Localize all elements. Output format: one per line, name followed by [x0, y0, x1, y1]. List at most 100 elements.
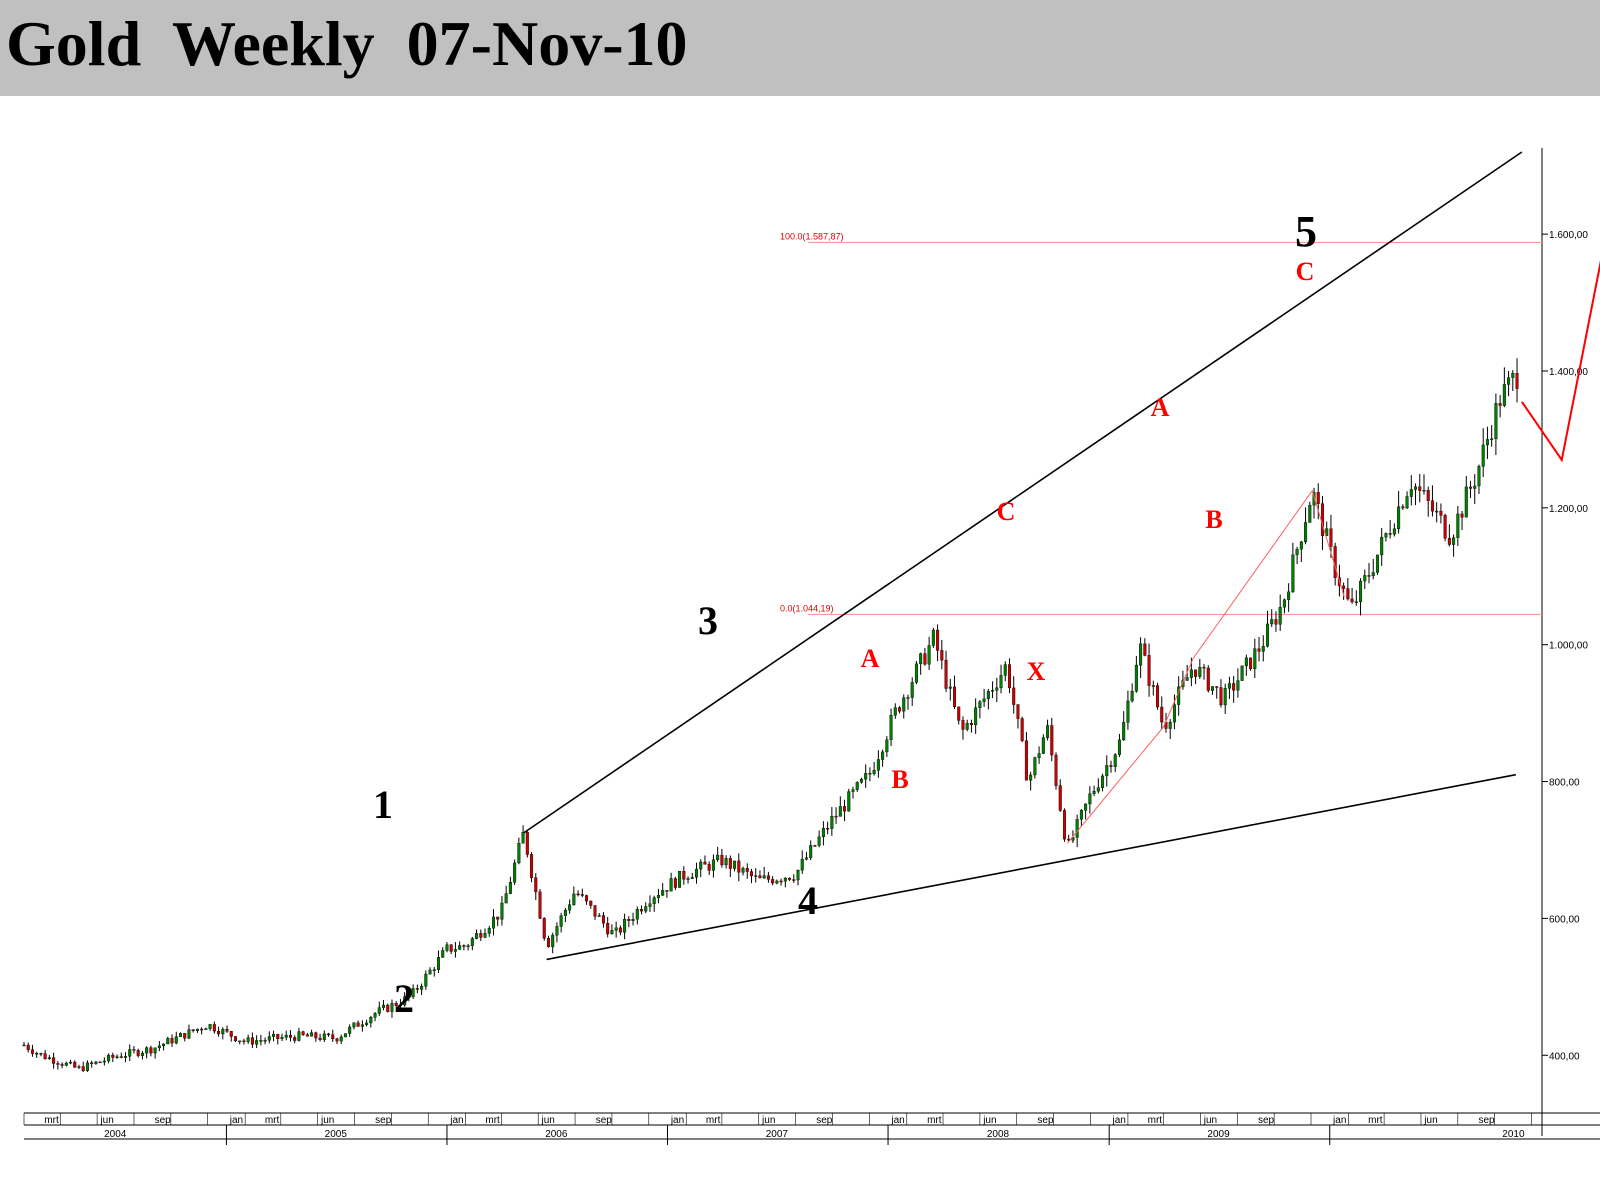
- candle-body: [255, 1040, 259, 1045]
- candle-body: [661, 890, 665, 896]
- candle-body: [229, 1031, 233, 1037]
- candle-body: [555, 926, 559, 936]
- candle-body: [707, 864, 711, 871]
- candle-body: [331, 1034, 335, 1039]
- candle-body: [580, 894, 584, 896]
- candle-body: [699, 861, 703, 870]
- candle-body: [1033, 757, 1037, 776]
- candle-body: [1498, 403, 1502, 406]
- candle-body: [187, 1029, 191, 1039]
- candle-body: [906, 697, 910, 699]
- candle-body: [876, 759, 880, 771]
- candle-body: [272, 1034, 276, 1037]
- x-month-label: jan: [670, 1115, 684, 1126]
- y-tick-label: 400,00: [1549, 1051, 1580, 1062]
- candle-body: [1117, 739, 1121, 755]
- candle-body: [513, 862, 517, 883]
- candle-body: [686, 878, 690, 880]
- candle-body: [301, 1031, 305, 1035]
- x-month-label: jun: [982, 1115, 996, 1126]
- candle-body: [436, 957, 441, 970]
- candle-body: [682, 871, 686, 880]
- candle-body: [233, 1036, 237, 1042]
- candle-body: [1050, 725, 1054, 756]
- upper-trendline: [523, 151, 1523, 834]
- candle-body: [1477, 466, 1481, 487]
- candle-body: [986, 691, 990, 700]
- x-year-label: 2007: [766, 1129, 789, 1140]
- candle-body: [1308, 504, 1312, 523]
- candle-body: [1329, 528, 1333, 547]
- candle-body: [969, 723, 973, 726]
- candle-body: [441, 950, 445, 958]
- candle-body: [872, 769, 876, 774]
- x-month-label: jan: [1112, 1115, 1126, 1126]
- x-month-label: jun: [541, 1115, 555, 1126]
- candle-body: [982, 698, 986, 702]
- candle-body: [297, 1031, 301, 1041]
- candle-body: [217, 1030, 221, 1035]
- candle-body: [627, 919, 631, 921]
- candle-body: [716, 854, 720, 860]
- candle-body: [394, 1003, 398, 1006]
- x-year-label: 2008: [987, 1129, 1010, 1140]
- candle-body: [843, 806, 847, 812]
- candle-body: [703, 861, 707, 865]
- candle-body: [1046, 725, 1050, 738]
- candle-body: [204, 1028, 208, 1030]
- candle-body: [73, 1061, 77, 1068]
- candle-body: [178, 1033, 183, 1037]
- candle-body: [1469, 486, 1473, 489]
- candle-body: [669, 878, 673, 892]
- candle-body: [1456, 513, 1460, 538]
- candle-body: [521, 832, 525, 844]
- candle-body: [90, 1062, 94, 1065]
- candle-body: [407, 996, 411, 998]
- candle-body: [318, 1037, 322, 1040]
- candle-body: [1007, 664, 1012, 689]
- candle-body: [246, 1037, 250, 1042]
- x-year-label: 2010: [1502, 1129, 1525, 1140]
- candle-body: [1409, 489, 1413, 497]
- fib-levels: 100.0(1.587,87) 0.0(1.044,19): [780, 231, 1542, 616]
- candle-body: [284, 1034, 288, 1038]
- candle-body: [1062, 810, 1066, 840]
- candle-body: [119, 1056, 123, 1058]
- candle-body: [1287, 591, 1291, 600]
- x-month-label: mrt: [485, 1115, 500, 1126]
- candle-body: [47, 1057, 51, 1060]
- wave-label-3: 3: [698, 598, 718, 643]
- candle-body: [22, 1044, 26, 1047]
- candle-body: [690, 877, 694, 879]
- candle-body: [43, 1053, 47, 1060]
- candle-body: [310, 1032, 314, 1037]
- candle-body: [500, 902, 504, 920]
- candle-body: [1435, 510, 1439, 513]
- candle-body: [1037, 753, 1041, 758]
- candle-body: [432, 969, 436, 971]
- candle-body: [1282, 599, 1286, 608]
- candle-body: [1257, 648, 1261, 652]
- wave-label-a: A: [861, 644, 880, 673]
- candle-body: [470, 938, 474, 946]
- candle-body: [1172, 704, 1176, 723]
- x-year-label: 2006: [545, 1129, 568, 1140]
- candle-body: [1392, 528, 1396, 535]
- candle-body: [174, 1036, 178, 1044]
- x-month-label: mrt: [1368, 1115, 1383, 1126]
- x-month-label: jan: [890, 1115, 904, 1126]
- candle-body: [458, 945, 462, 950]
- projection-path: [1521, 260, 1600, 463]
- candle-body: [115, 1056, 119, 1058]
- candle-body: [656, 894, 660, 898]
- candle-body: [94, 1061, 98, 1064]
- candle-body: [98, 1061, 102, 1064]
- candle-body: [652, 897, 656, 904]
- candle-body: [1405, 496, 1409, 509]
- candle-body: [491, 916, 495, 929]
- wave-label-5: 5: [1295, 207, 1317, 256]
- candle-body: [398, 1004, 402, 1007]
- candle-body: [1464, 486, 1468, 518]
- wave-label-b: B: [891, 765, 908, 794]
- candle-body: [183, 1033, 187, 1039]
